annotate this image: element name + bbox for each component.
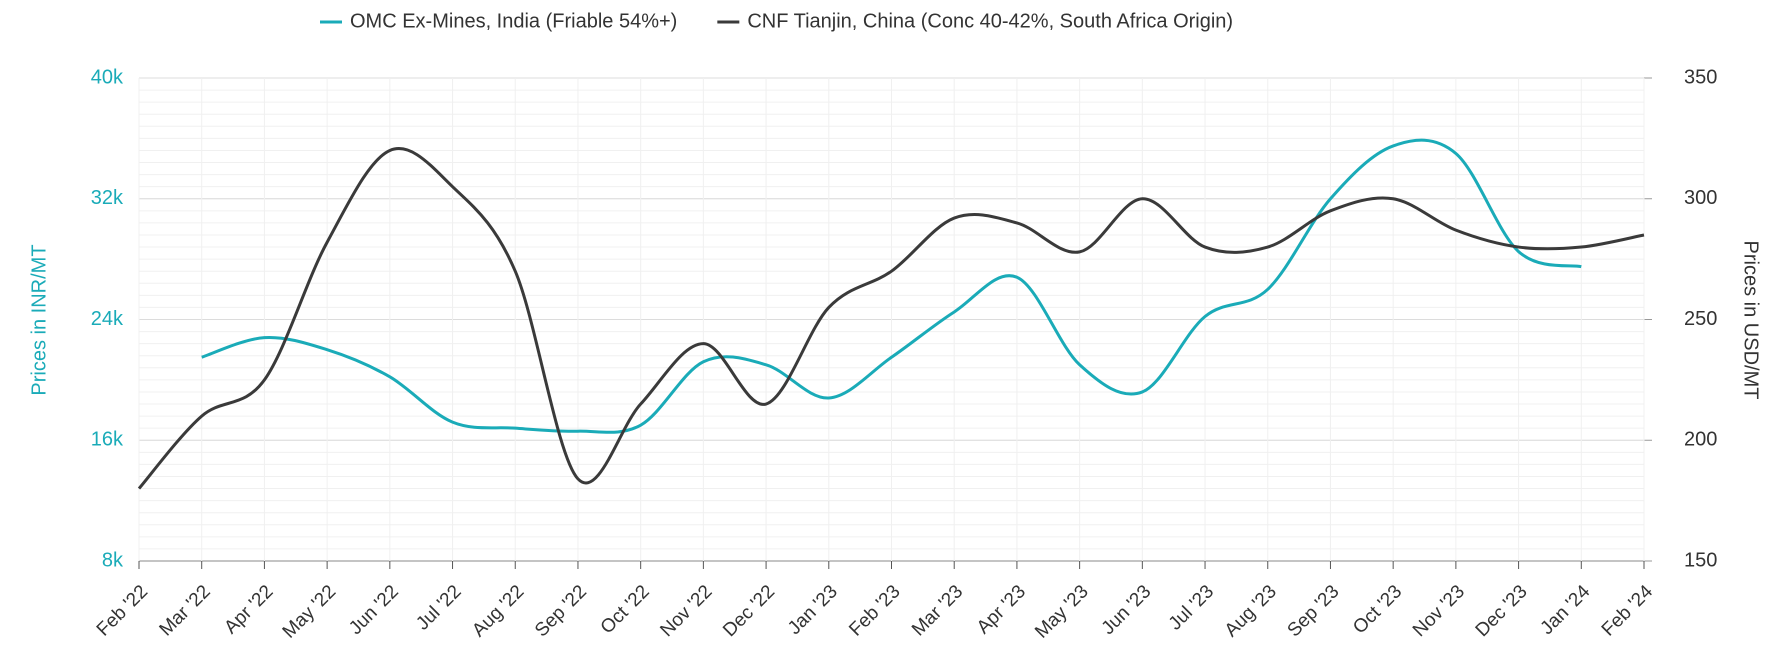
x-tick-label: Mar '23 <box>908 581 967 640</box>
x-tick-label: Feb '22 <box>93 581 152 640</box>
legend-label: OMC Ex-Mines, India (Friable 54%+) <box>350 10 677 32</box>
y-tick-label: 40k <box>91 66 124 88</box>
x-tick-label: Dec '22 <box>719 581 779 641</box>
y2-tick-label: 150 <box>1684 549 1717 571</box>
x-tick-label: Mar '22 <box>156 581 215 640</box>
line <box>137 147 1645 490</box>
x-tick-label: Jul '22 <box>412 581 465 634</box>
y2-tick-label: 250 <box>1684 308 1717 330</box>
x-tick-label: Apr '23 <box>973 581 1030 638</box>
x-tick-label: Nov '23 <box>1409 581 1469 641</box>
x-tick-label: Feb '24 <box>1598 581 1658 641</box>
x-tick-label: Nov '22 <box>656 581 716 641</box>
x-tick-label: May '23 <box>1031 581 1092 642</box>
x-tick-label: Sep '22 <box>531 581 591 641</box>
x-tick-label: Jun '22 <box>345 581 403 639</box>
y-tick-label: 16k <box>91 429 124 451</box>
y2-tick-label: 300 <box>1684 187 1717 209</box>
y2-axis-title: Prices in USD/MT <box>1740 241 1762 400</box>
x-tick-label: Sep '23 <box>1284 581 1344 641</box>
x-tick-label: Aug '23 <box>1221 581 1281 641</box>
y-axis-title: Prices in INR/MT <box>28 244 50 395</box>
x-tick-label: Dec '23 <box>1472 581 1532 641</box>
x-tick-label: Jan '24 <box>1537 581 1595 639</box>
y2-tick-label: 200 <box>1684 429 1717 451</box>
y-tick-label: 8k <box>102 549 124 571</box>
x-tick-label: Oct '22 <box>597 581 654 638</box>
x-tick-label: Jul '23 <box>1165 581 1218 634</box>
line <box>201 138 1582 434</box>
x-tick-label: Jan '23 <box>784 581 842 639</box>
x-tick-label: Feb '23 <box>845 581 904 640</box>
x-tick-label: May '22 <box>279 581 340 642</box>
legend-label: CNF Tianjin, China (Conc 40-42%, South A… <box>747 10 1233 32</box>
x-tick-label: Oct '23 <box>1349 581 1406 638</box>
x-tick-label: Aug '22 <box>468 581 528 641</box>
x-tick-label: Apr '22 <box>220 581 277 638</box>
y2-tick-label: 350 <box>1684 66 1717 88</box>
y-tick-label: 32k <box>91 187 124 209</box>
y-tick-label: 24k <box>91 308 124 330</box>
x-tick-label: Jun '23 <box>1098 581 1156 639</box>
